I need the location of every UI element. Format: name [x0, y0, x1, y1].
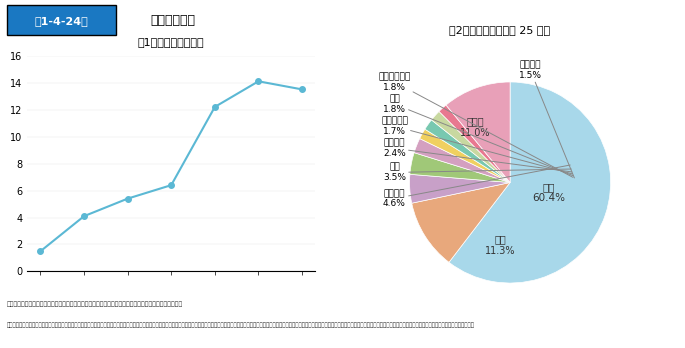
Wedge shape [412, 182, 510, 262]
Title: （2）国別内訳（平成 25 年）: （2）国別内訳（平成 25 年） [449, 25, 551, 35]
Wedge shape [432, 111, 510, 182]
Text: 韓国
11.3%: 韓国 11.3% [485, 234, 515, 256]
Wedge shape [410, 174, 510, 203]
Wedge shape [439, 105, 510, 182]
FancyBboxPatch shape [7, 6, 116, 35]
Text: ネパール
2.4%: ネパール 2.4% [383, 139, 572, 172]
Text: インドネシア
1.8%: インドネシア 1.8% [378, 72, 573, 177]
Wedge shape [410, 153, 510, 182]
Text: 台湾
3.5%: 台湾 3.5% [383, 163, 571, 182]
Wedge shape [420, 129, 510, 182]
Text: その他
11.0%: その他 11.0% [460, 117, 490, 138]
Text: （出典）独立行政法人日本学生支援機構「外国人留学生在籍状況」、文部科学省「留学生受入れの概況」: （出典）独立行政法人日本学生支援機構「外国人留学生在籍状況」、文部科学省「留学生… [7, 302, 183, 307]
Wedge shape [414, 139, 510, 182]
Text: 中国
60.4%: 中国 60.4% [532, 182, 565, 203]
Text: ベトナム
4.6%: ベトナム 4.6% [383, 165, 570, 208]
Text: タイ
1.8%: タイ 1.8% [383, 94, 573, 175]
Text: アメリカ
1.5%: アメリカ 1.5% [519, 60, 574, 178]
Text: 第1-4-24図: 第1-4-24図 [35, 16, 88, 26]
Wedge shape [446, 82, 510, 182]
Text: マレーシア
1.7%: マレーシア 1.7% [381, 117, 572, 174]
Text: （注）「外国人留学生」とは、出入国管理及び難民認定法別表第１に定める留学の在留資格（いわゆる「留学ビザ」）により、我が国の大学（大学院を含む。）、短期大学、高等: （注）「外国人留学生」とは、出入国管理及び難民認定法別表第１に定める留学の在留資… [7, 323, 475, 328]
Text: 外国人留学生: 外国人留学生 [151, 14, 196, 27]
Wedge shape [425, 120, 510, 182]
Wedge shape [449, 82, 610, 283]
Title: （1）外国人留学生数: （1）外国人留学生数 [138, 37, 205, 47]
